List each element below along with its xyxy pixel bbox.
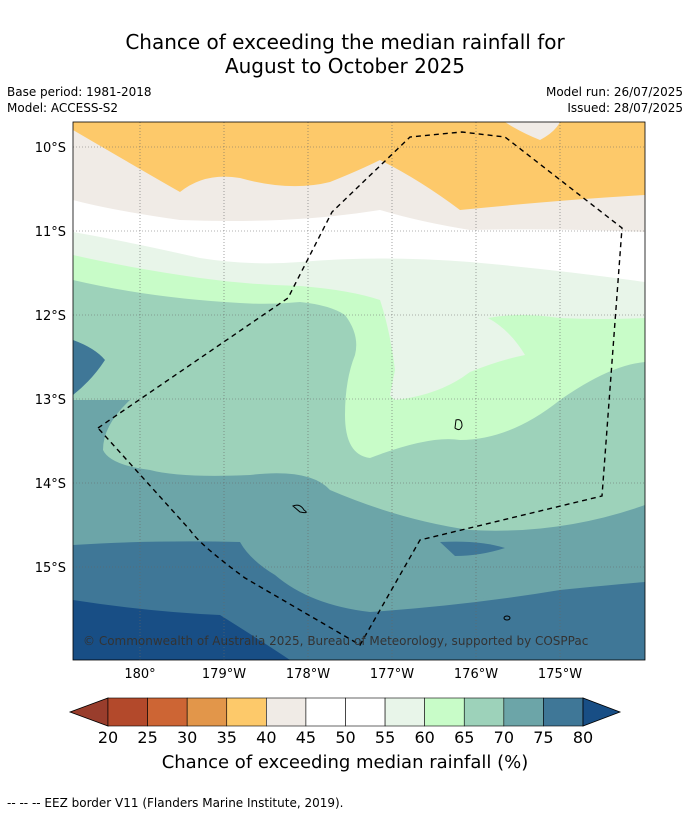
colorbar-tick: 55 [375, 728, 395, 747]
colorbar-tick-labels: 20 25 30 35 40 45 50 55 60 65 70 75 80 [98, 728, 593, 747]
latitude-label: 15°S [35, 561, 66, 576]
meta-left: Base period: 1981-2018 Model: ACCESS-S2 [7, 84, 152, 116]
longitude-labels: 180° 179°W 178°W 177°W 176°W 175°W [124, 667, 582, 682]
longitude-label: 180° [124, 667, 155, 682]
island-outline [454, 419, 463, 431]
latitude-label: 14°S [35, 477, 66, 492]
colorbar-segments [107, 697, 584, 727]
title-line-1: Chance of exceeding the median rainfall … [125, 30, 565, 54]
title-line-2: August to October 2025 [224, 54, 466, 78]
colorbar-segment [424, 697, 465, 727]
copyright-text: © Commonwealth of Australia 2025, Bureau… [83, 634, 588, 648]
colorbar-segment [345, 697, 386, 727]
colorbar-segment [384, 697, 425, 727]
colorbar-segment [186, 697, 228, 727]
colorbar-segment [266, 697, 307, 727]
latitude-label: 13°S [35, 393, 66, 408]
map-frame [72, 121, 646, 661]
colorbar-segment [305, 697, 346, 727]
colorbar-tick: 50 [335, 728, 355, 747]
graticule [73, 122, 645, 660]
chart-title: Chance of exceeding the median rainfall … [0, 30, 690, 78]
colorbar-segment [107, 697, 148, 727]
eez-border [96, 131, 623, 646]
colorbar-low-arrow [68, 697, 109, 727]
colorbar-tick: 20 [98, 728, 118, 747]
band-above-80 [73, 600, 290, 660]
longitude-label: 176°W [454, 667, 498, 682]
colorbar-segment [226, 697, 267, 727]
probability-field [73, 122, 645, 660]
longitude-label: 179°W [202, 667, 246, 682]
colorbar-tick: 45 [296, 728, 316, 747]
model-run: Model run: 26/07/2025 [545, 85, 683, 99]
colorbar-tick: 70 [494, 728, 514, 747]
colorbar-segment [503, 697, 544, 727]
colorbar-segment [463, 697, 505, 727]
longitude-label: 178°W [286, 667, 330, 682]
colorbar-tick: 80 [573, 728, 593, 747]
colorbar-tick: 40 [256, 728, 276, 747]
latitude-label: 10°S [35, 141, 66, 156]
band-75-80-west [73, 340, 105, 395]
band-35-40 [73, 122, 645, 210]
latitude-labels: 10°S 11°S 12°S 13°S 14°S 15°S [35, 141, 66, 576]
colorbar-tick: 60 [414, 728, 434, 747]
colorbar-tick: 35 [217, 728, 237, 747]
latitude-label: 11°S [35, 225, 66, 240]
colorbar-segment [543, 697, 584, 727]
colorbar-high-arrow [582, 697, 622, 727]
longitude-label: 177°W [370, 667, 414, 682]
colorbar-tick: 30 [177, 728, 197, 747]
issued-date: Issued: 28/07/2025 [567, 101, 683, 115]
band-40-45-patch [505, 122, 560, 140]
colorbar-label: Chance of exceeding median rainfall (%) [161, 752, 529, 773]
band-75-80-patch [440, 541, 505, 556]
island-outline [292, 504, 307, 514]
latitude-label: 12°S [35, 309, 66, 324]
base-period: Base period: 1981-2018 [7, 85, 152, 99]
island-outline [503, 615, 511, 621]
eez-footnote: -- -- -- EEZ border V11 (Flanders Marine… [7, 796, 344, 810]
longitude-label: 175°W [538, 667, 582, 682]
colorbar-tick: 75 [533, 728, 553, 747]
colorbar-tick: 65 [454, 728, 474, 747]
colorbar-segment [147, 697, 188, 727]
model-name: Model: ACCESS-S2 [7, 101, 119, 115]
colorbar: 20 25 30 35 40 45 50 55 60 65 70 75 80 [68, 697, 622, 747]
meta-right: Model run: 26/07/2025 Issued: 28/07/2025 [546, 84, 683, 116]
colorbar-tick: 25 [137, 728, 157, 747]
